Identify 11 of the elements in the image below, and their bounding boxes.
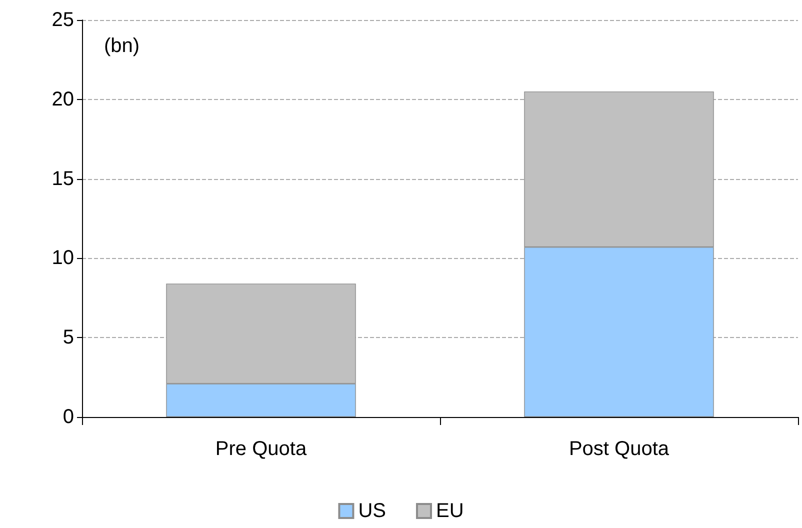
x-tick-label: Pre Quota [215, 438, 308, 460]
y-tick-label: 10 [52, 247, 74, 270]
legend-label: US [358, 500, 386, 522]
y-tick-label: 0 [62, 406, 74, 428]
y-tick-label: 15 [52, 168, 74, 190]
x-tick-label: Post Quota [568, 438, 670, 460]
y-tick-label: 25 [52, 9, 74, 31]
y-tick-label: 20 [52, 88, 74, 110]
annotation: (bn) [104, 35, 140, 57]
legend-label: EU [436, 500, 464, 522]
y-tick-label: 5 [62, 326, 74, 349]
